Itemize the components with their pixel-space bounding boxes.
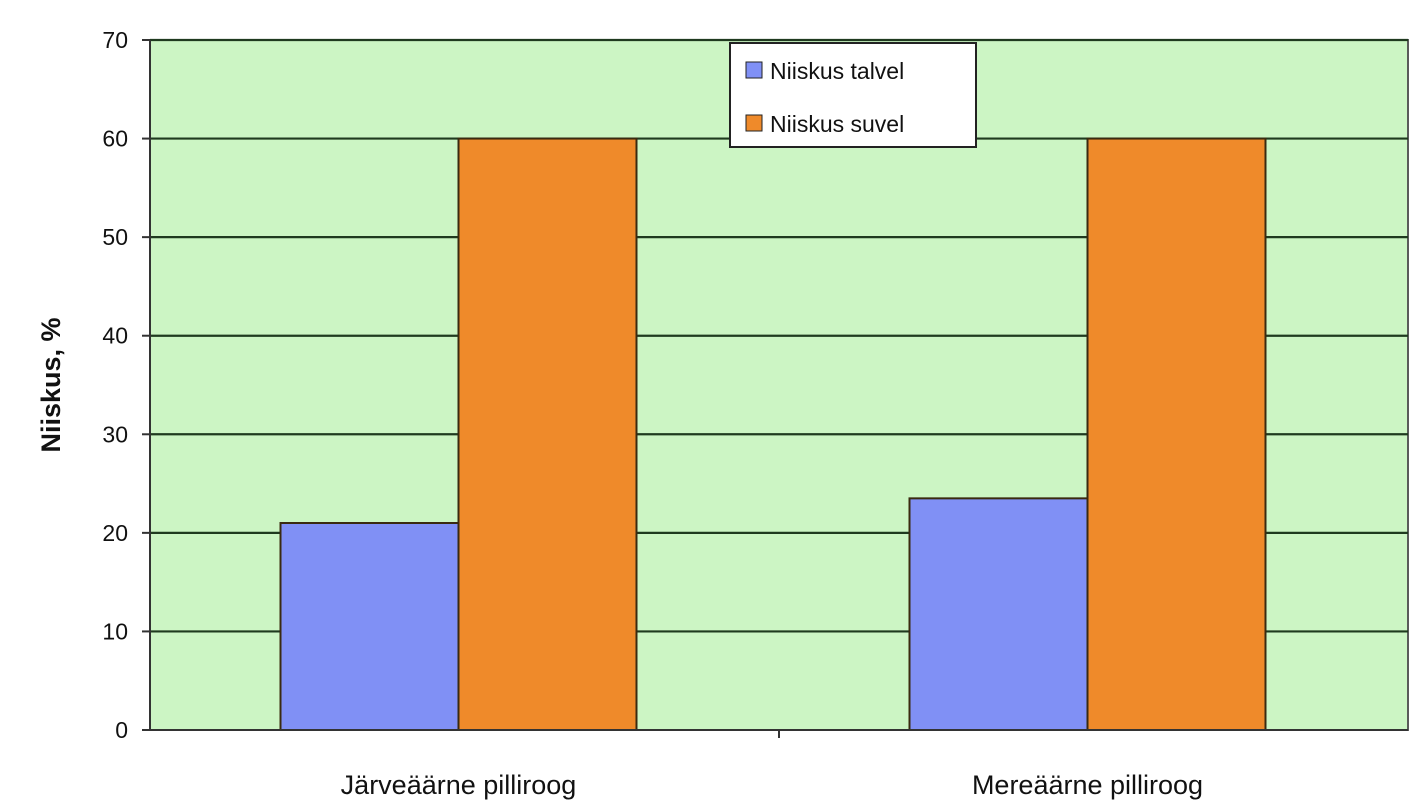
axes (142, 39, 1408, 738)
y-tick-label-60: 60 (102, 126, 128, 152)
y-tick-label-20: 20 (102, 520, 128, 546)
y-tick-label-70: 70 (102, 27, 128, 53)
bar-0-0 (279, 522, 460, 731)
y-tick-label-0: 0 (115, 717, 128, 743)
y-axis-title: Niiskus, % (36, 317, 66, 452)
legend-label-niiskus-suvel: Niiskus suvel (770, 111, 904, 137)
legend-swatch-niiskus-suvel (745, 114, 763, 132)
y-tick-label-30: 30 (102, 421, 128, 447)
y-tick-label-40: 40 (102, 323, 128, 349)
y-tick-label-10: 10 (102, 618, 128, 644)
x-category-label-1: Mereäärne pilliroog (972, 770, 1203, 800)
legend-label-niiskus-talvel: Niiskus talvel (770, 58, 904, 84)
legend-swatch-niiskus-talvel (745, 61, 763, 79)
bar-1-1 (1086, 137, 1267, 732)
y-tick-label-50: 50 (102, 224, 128, 250)
bar-1-0 (457, 137, 638, 732)
legend: Niiskus talvel Niiskus suvel (729, 42, 977, 148)
bar-0-1 (908, 497, 1089, 731)
y-tick-labels: 0 10 20 30 40 50 60 70 (102, 27, 128, 743)
x-category-label-0: Järveäärne pilliroog (341, 770, 577, 800)
bars (279, 137, 1267, 732)
legend-box (729, 42, 977, 148)
x-category-labels: Järveäärne pilliroog Mereäärne pilliroog (341, 770, 1203, 800)
